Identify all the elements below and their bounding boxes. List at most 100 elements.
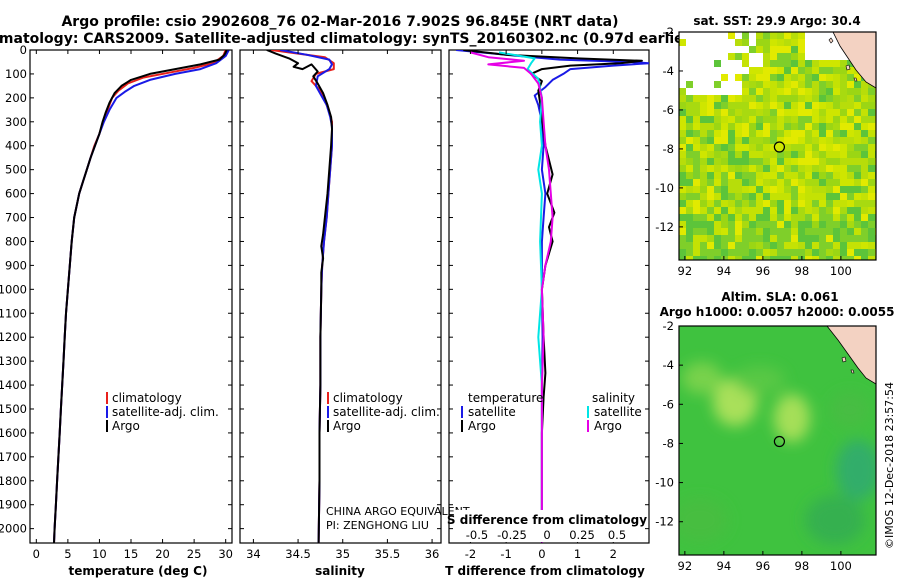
y-tick-label: 300 [5, 115, 27, 129]
sst-cell [812, 144, 819, 151]
sst-cell [770, 88, 777, 95]
sst-cell [756, 102, 763, 109]
sst-cell [721, 172, 728, 179]
sst-cell [721, 74, 728, 81]
sst-cell [840, 228, 847, 235]
sst-cell [791, 179, 798, 186]
sst-cell [770, 249, 777, 256]
sst-cell [833, 95, 840, 102]
sst-cell [805, 200, 812, 207]
sst-cell [728, 256, 735, 260]
sst-cell [749, 95, 756, 102]
sst-cell [679, 193, 686, 200]
sst-cell [742, 228, 749, 235]
difference-series-3 [470, 51, 554, 543]
sst-cell [847, 235, 854, 242]
sst-cell [777, 130, 784, 137]
sst-cell [791, 137, 798, 144]
sst-cell [721, 151, 728, 158]
top-tick-label: 0.5 [608, 528, 626, 542]
sst-cell [840, 130, 847, 137]
sst-cell [770, 242, 777, 249]
sst-cell [819, 193, 826, 200]
sst-cell [812, 158, 819, 165]
sst-cell [784, 193, 791, 200]
sst-cell [763, 88, 770, 95]
top-tick-label: -0.25 [497, 528, 527, 542]
y-tick-label: 600 [5, 187, 27, 201]
sst-cell [777, 109, 784, 116]
sst-cell [784, 179, 791, 186]
sst-cell [707, 228, 714, 235]
sst-cell [714, 144, 721, 151]
sst-cell [868, 207, 875, 214]
sst-cell [784, 67, 791, 74]
sst-cell [735, 102, 742, 109]
sst-cell [742, 88, 749, 95]
sst-cell [763, 165, 770, 172]
sst-cell [735, 200, 742, 207]
sst-cell [749, 179, 756, 186]
sst-cell [693, 116, 700, 123]
sst-cell [700, 151, 707, 158]
sst-cell [721, 193, 728, 200]
sst-cell [819, 130, 826, 137]
sst-cell [721, 95, 728, 102]
sst-cell [763, 130, 770, 137]
temperature-xlabel: temperature (deg C) [69, 564, 208, 578]
sst-cell [784, 53, 791, 60]
sst-cell [819, 123, 826, 130]
sst-cell [847, 242, 854, 249]
sst-cell [735, 256, 742, 260]
sst-cell [679, 221, 686, 228]
sst-cell [798, 81, 805, 88]
sst-cell [728, 137, 735, 144]
sst-cell [742, 116, 749, 123]
salinity-series-0 [271, 50, 335, 543]
sst-cell [770, 151, 777, 158]
sst-cell [749, 88, 756, 95]
sst-cell [693, 137, 700, 144]
sst-cell [707, 165, 714, 172]
sst-cell [791, 88, 798, 95]
islands [841, 356, 855, 374]
sst-cell [833, 165, 840, 172]
sst-cell [812, 116, 819, 123]
sst-cell [868, 214, 875, 221]
sst-cell [707, 214, 714, 221]
sst-cell [700, 235, 707, 242]
y-tick-label: 1000 [0, 282, 27, 296]
sst-cell [728, 123, 735, 130]
x-tick-label: 34 [246, 547, 261, 561]
sst-cell [756, 235, 763, 242]
sst-cell [791, 32, 798, 39]
sst-cell [784, 74, 791, 81]
sst-cell [868, 144, 875, 151]
sst-cell [686, 116, 693, 123]
sst-cell [763, 123, 770, 130]
sst-cell [826, 95, 833, 102]
y-tick-label: 1400 [0, 378, 27, 392]
sst-cell [742, 235, 749, 242]
sst-cell [854, 74, 861, 81]
sst-cell [770, 123, 777, 130]
sst-cell [756, 95, 763, 102]
sla-map [679, 326, 876, 555]
sst-cell [861, 249, 868, 256]
sst-cell [742, 200, 749, 207]
map-y-tick-label: -8 [663, 436, 674, 450]
sst-cell [791, 172, 798, 179]
sst-cell [770, 144, 777, 151]
sst-cell [819, 207, 826, 214]
sst-cell [861, 207, 868, 214]
sst-cell [819, 235, 826, 242]
map-y-tick-label: -12 [655, 220, 674, 234]
sst-cell [798, 235, 805, 242]
sst-cell [756, 221, 763, 228]
sst-cell [749, 123, 756, 130]
sst-cell [805, 130, 812, 137]
sst-cell [714, 228, 721, 235]
sst-cell [721, 158, 728, 165]
sst-cell [812, 179, 819, 186]
sst-cell [868, 102, 875, 109]
